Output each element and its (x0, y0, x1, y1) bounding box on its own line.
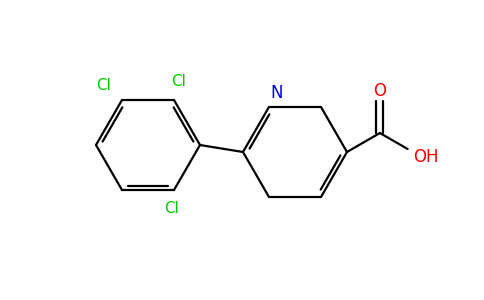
Text: O: O (374, 82, 386, 100)
Text: Cl: Cl (165, 200, 180, 215)
Text: Cl: Cl (97, 79, 111, 94)
Text: Cl: Cl (171, 74, 186, 89)
Text: N: N (271, 84, 283, 102)
Text: OH: OH (413, 148, 439, 166)
